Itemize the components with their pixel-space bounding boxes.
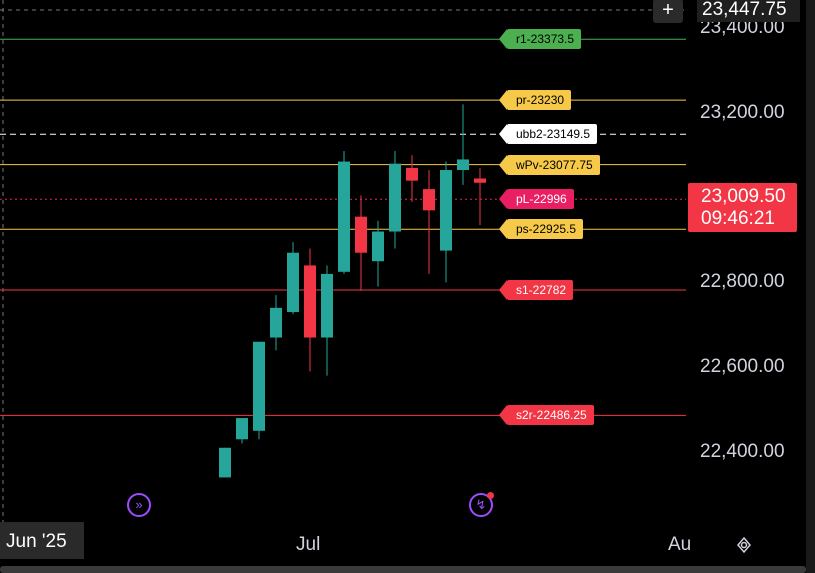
level-tag: s2r-22486.25 xyxy=(499,405,594,426)
chart-area[interactable] xyxy=(0,0,686,573)
candle-body xyxy=(457,159,469,171)
candle-body xyxy=(304,265,316,338)
candle-body xyxy=(287,252,299,313)
candle-body xyxy=(423,189,435,211)
level-tag: r1-23373.5 xyxy=(498,29,582,50)
candle-body xyxy=(406,167,418,181)
time-tick-label: Au xyxy=(668,534,692,555)
notification-dot-icon xyxy=(487,492,494,499)
candle-body xyxy=(219,447,231,478)
vertical-scrollbar[interactable] xyxy=(806,0,815,573)
time-tick-label: Jul xyxy=(296,534,321,555)
level-tag: s1-22782 xyxy=(498,280,574,301)
candle-body xyxy=(389,163,401,232)
level-tag: pL-22996 xyxy=(499,189,574,210)
level-tag: ubb2-23149.5 xyxy=(498,124,598,145)
price-tick-label: 23,200.00 xyxy=(700,101,785,123)
bar-countdown: 09:46:21 xyxy=(701,208,775,229)
replay-icon[interactable]: » xyxy=(127,493,151,517)
settings-icon[interactable] xyxy=(735,536,753,554)
lightning-icon[interactable]: ↯ xyxy=(469,493,493,517)
candle-body xyxy=(440,170,452,251)
candle-body xyxy=(253,341,265,431)
candle-body xyxy=(338,161,350,272)
crosshair-price-label: 23,447.75 xyxy=(697,0,800,22)
add-alert-button[interactable]: + xyxy=(653,0,683,23)
candle-body xyxy=(270,307,282,338)
candle-body xyxy=(372,231,384,262)
last-price-label: 23,009.50 09:46:21 xyxy=(688,183,797,232)
price-axis[interactable]: 23,400.00 23,200.00 22,800.00 22,600.00 22,4… xyxy=(686,0,815,573)
candle-body xyxy=(236,418,248,440)
horizontal-scrollbar[interactable] xyxy=(0,566,806,573)
last-price-value: 23,009.50 xyxy=(701,186,786,207)
price-tick-label: 23,400.00 xyxy=(700,17,785,38)
candle-body xyxy=(474,178,486,183)
level-tag: ps-22925.5 xyxy=(498,219,584,240)
price-tick-label: 22,600.00 xyxy=(700,356,785,378)
candle-body xyxy=(355,216,367,253)
crosshair-date-label: Jun '25 xyxy=(0,522,84,559)
level-tag: wPv-23077.75 xyxy=(499,154,600,175)
price-tick-label: 22,400.00 xyxy=(700,441,785,462)
price-tick-label: 22,800.00 xyxy=(700,271,785,293)
candle-body xyxy=(321,273,333,338)
level-tag: pr-23230 xyxy=(498,90,572,111)
